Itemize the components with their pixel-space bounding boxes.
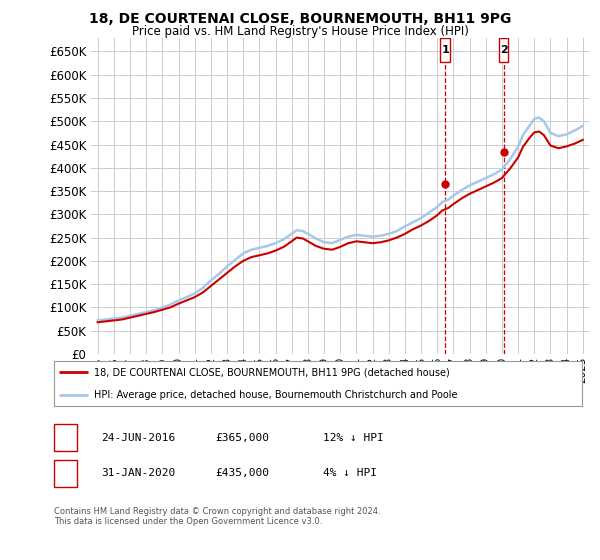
Text: 1: 1 xyxy=(442,45,449,54)
Text: 12% ↓ HPI: 12% ↓ HPI xyxy=(323,433,383,443)
Text: 31-JAN-2020: 31-JAN-2020 xyxy=(101,468,175,478)
Text: 24-JUN-2016: 24-JUN-2016 xyxy=(101,433,175,443)
Text: £365,000: £365,000 xyxy=(215,433,269,443)
Text: HPI: Average price, detached house, Bournemouth Christchurch and Poole: HPI: Average price, detached house, Bour… xyxy=(94,390,457,400)
Bar xyxy=(440,38,450,62)
Text: £435,000: £435,000 xyxy=(215,468,269,478)
Text: 2: 2 xyxy=(62,468,69,478)
Bar xyxy=(499,38,508,62)
Text: Price paid vs. HM Land Registry's House Price Index (HPI): Price paid vs. HM Land Registry's House … xyxy=(131,25,469,38)
Text: 18, DE COURTENAI CLOSE, BOURNEMOUTH, BH11 9PG (detached house): 18, DE COURTENAI CLOSE, BOURNEMOUTH, BH1… xyxy=(94,367,449,377)
Text: Contains HM Land Registry data © Crown copyright and database right 2024.
This d: Contains HM Land Registry data © Crown c… xyxy=(54,507,380,526)
Text: 4% ↓ HPI: 4% ↓ HPI xyxy=(323,468,377,478)
Text: 2: 2 xyxy=(500,45,508,54)
Text: 18, DE COURTENAI CLOSE, BOURNEMOUTH, BH11 9PG: 18, DE COURTENAI CLOSE, BOURNEMOUTH, BH1… xyxy=(89,12,511,26)
Text: 1: 1 xyxy=(62,433,69,443)
